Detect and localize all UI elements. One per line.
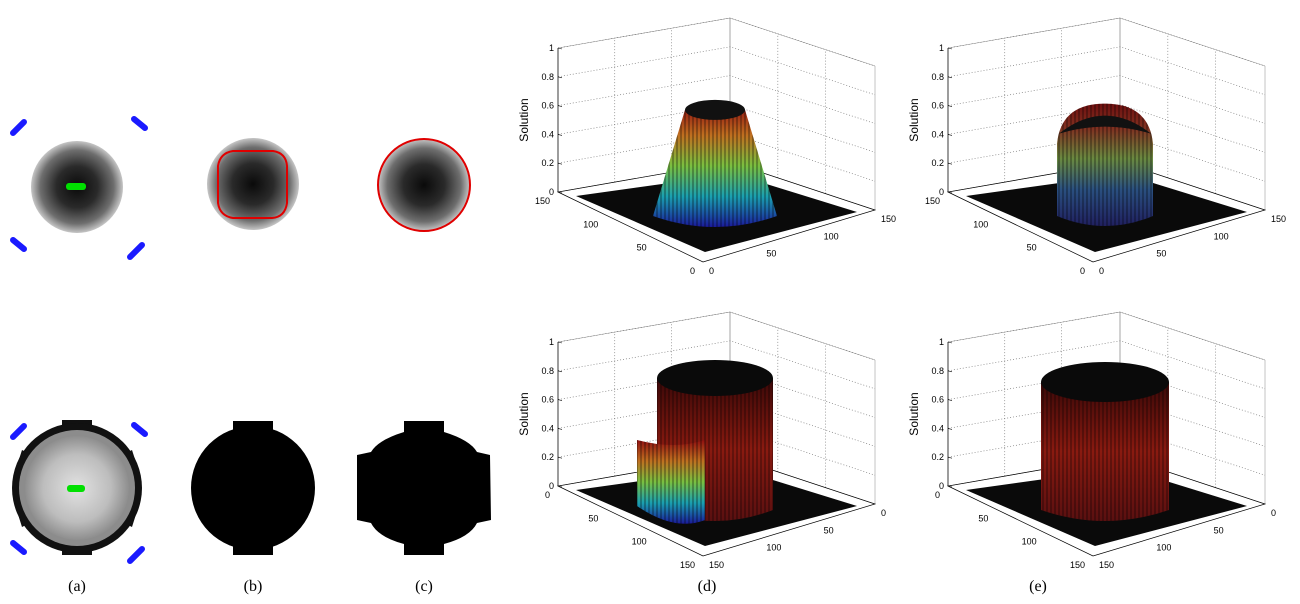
panel-b-top [207,138,299,230]
z-tick-label: 0.6 [541,101,554,111]
y-tick-label: 0 [1271,508,1276,518]
z-tick-label: 0.2 [541,158,554,168]
blue-seed-marker [127,546,145,564]
blue-seed-marker [131,116,148,131]
x-tick-label: 0 [935,490,940,500]
blue-seed-marker [10,423,27,440]
segmentation-contour [217,150,288,219]
x-tick-label: 0 [1080,266,1085,276]
blue-seed-marker [127,242,145,260]
y-tick-label: 50 [1156,249,1166,259]
x-tick-label: 50 [978,513,988,523]
z-tick-label: 0.6 [541,395,554,405]
z-tick-label: 1 [549,337,554,347]
caption-e: (e) [1029,578,1047,595]
surface-top [1041,362,1169,402]
blue-seed-marker [10,540,27,555]
panel-a-bottom [10,420,148,564]
green-seed-marker [67,485,85,492]
y-tick-label: 100 [1156,543,1171,553]
z-tick-label: 0.2 [931,158,944,168]
segmentation-contour [377,138,471,232]
x-tick-label: 150 [1070,560,1085,570]
x-tick-label: 0 [690,266,695,276]
y-tick-label: 150 [1271,214,1286,224]
y-tick-label: 150 [709,560,724,570]
blue-seed-marker [131,422,148,437]
y-tick-label: 150 [1099,560,1114,570]
z-tick-label: 0.2 [931,452,944,462]
caption-c: (c) [415,578,433,595]
surface-plot-e-top: 0 0.2 0.4 0.6 0.8 1 Solution 150 100 50 0 0 50 100 150 [907,17,1286,276]
z-tick-label: 0.8 [931,72,944,82]
z-tick-label: 0 [939,187,944,197]
x-tick-label: 100 [632,537,647,547]
panel-b-bottom [191,421,315,555]
green-seed-marker [66,183,86,190]
x-tick-label: 50 [1027,243,1037,253]
surface-plot-d-bottom: 0 0.2 0.4 0.6 0.8 1 Solution 0 50 100 150 150 100 50 0 [517,311,886,570]
blue-seed-marker [10,237,27,252]
x-tick-label: 50 [637,243,647,253]
caption-b: (b) [243,578,263,595]
y-tick-label: 0 [1099,266,1104,276]
panel-c-top [377,138,471,232]
z-tick-label: 0 [939,481,944,491]
caption-d: (d) [697,578,717,595]
z-tick-label: 1 [939,43,944,53]
z-axis-label: Solution [907,392,921,435]
z-tick-label: 0.8 [931,366,944,376]
y-tick-label: 50 [766,249,776,259]
y-tick-label: 50 [1214,525,1224,535]
surface-top [657,360,773,396]
blue-seed-marker [10,119,27,136]
z-tick-label: 0.4 [931,423,944,433]
z-tick-label: 0.8 [541,366,554,376]
y-tick-label: 0 [881,508,886,518]
x-tick-label: 100 [973,219,988,229]
panel-a-top [10,116,148,260]
x-tick-label: 100 [1022,537,1037,547]
z-tick-label: 0.8 [541,72,554,82]
surface-top [1059,115,1151,134]
z-tick-label: 0.2 [541,452,554,462]
x-tick-label: 150 [925,196,940,206]
x-tick-label: 150 [680,560,695,570]
z-tick-label: 0.4 [931,129,944,139]
x-tick-label: 0 [545,490,550,500]
surface-plot-d-top: 0 0.2 0.4 0.6 0.8 1 Solution 150 100 50 0 0 50 100 150 [517,17,896,276]
z-axis-label: Solution [517,392,531,435]
y-tick-label: 100 [824,231,839,241]
z-tick-label: 0.6 [931,395,944,405]
caption-a: (a) [68,578,86,595]
y-tick-label: 0 [709,266,714,276]
x-tick-label: 150 [535,196,550,206]
z-tick-label: 0 [549,187,554,197]
y-tick-label: 100 [766,543,781,553]
surface-top [685,99,745,120]
surface-plot-e-bottom: 0 0.2 0.4 0.6 0.8 1 Solution 0 50 100 150 150 100 50 0 [907,311,1276,570]
z-axis-label: Solution [907,98,921,141]
y-tick-label: 150 [881,214,896,224]
z-tick-label: 0.4 [541,423,554,433]
z-tick-label: 1 [939,337,944,347]
z-tick-label: 0.6 [931,101,944,111]
panel-c-bottom [357,421,491,555]
z-tick-label: 1 [549,43,554,53]
x-tick-label: 100 [583,219,598,229]
x-tick-label: 50 [588,513,598,523]
y-tick-label: 50 [824,525,834,535]
z-tick-label: 0.4 [541,129,554,139]
z-axis-label: Solution [517,98,531,141]
y-tick-label: 100 [1214,231,1229,241]
z-tick-label: 0 [549,481,554,491]
